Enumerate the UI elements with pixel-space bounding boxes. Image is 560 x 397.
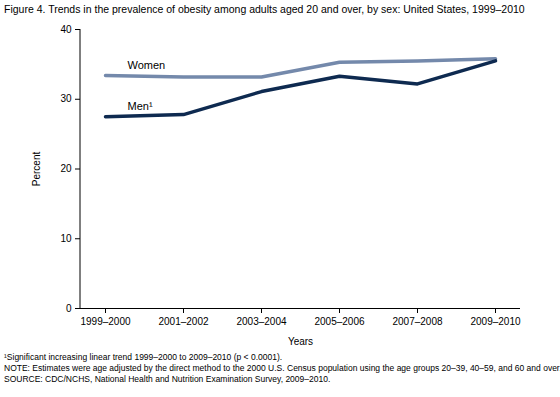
svg-text:2007–2008: 2007–2008 — [392, 316, 442, 327]
svg-text:2001–2002: 2001–2002 — [158, 316, 208, 327]
svg-text:2003–2004: 2003–2004 — [236, 316, 286, 327]
svg-text:0: 0 — [66, 303, 72, 314]
svg-text:Years: Years — [288, 336, 313, 347]
svg-text:2005–2006: 2005–2006 — [314, 316, 364, 327]
svg-text:40: 40 — [60, 24, 72, 35]
svg-text:20: 20 — [60, 163, 72, 174]
svg-text:Women: Women — [128, 59, 166, 71]
svg-text:2009–2010: 2009–2010 — [470, 316, 520, 327]
html-text:SOURCE: CDC/NCHS, National Hea: SOURCE: CDC/NCHS, National Health and Nu… — [4, 374, 331, 384]
svg-text:30: 30 — [60, 93, 72, 104]
html-text:Figure 4. Trends in the preval: Figure 4. Trends in the prevalence of ob… — [4, 3, 525, 15]
svg-text:Men¹: Men¹ — [128, 100, 153, 112]
svg-text:1999–2000: 1999–2000 — [80, 316, 130, 327]
html-text:¹Significant increasing linear: ¹Significant increasing linear trend 199… — [4, 352, 283, 362]
svg-text:Percent: Percent — [31, 152, 42, 187]
svg-text:10: 10 — [60, 233, 72, 244]
